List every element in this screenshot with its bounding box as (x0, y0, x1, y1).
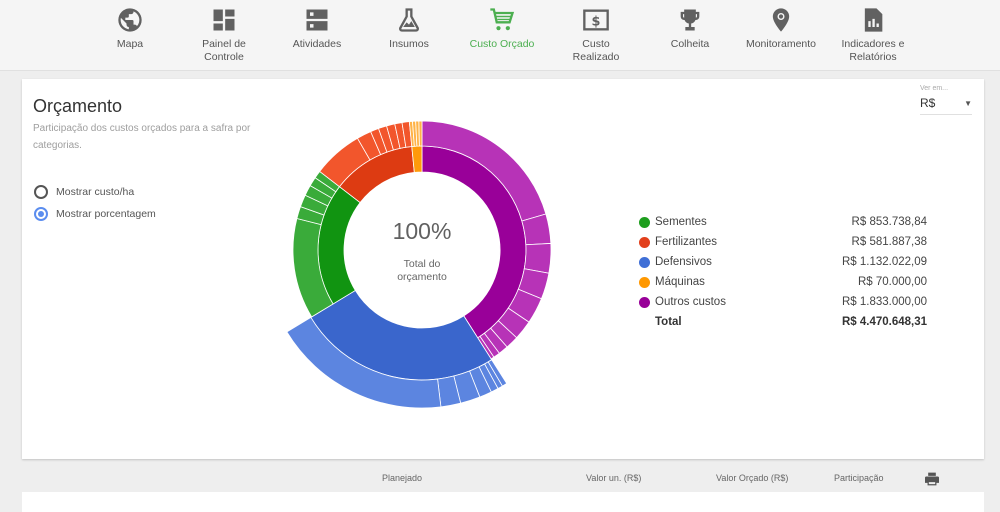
legend-name: Fertilizantes (655, 236, 717, 248)
svg-text:$: $ (592, 14, 601, 29)
nav-label-line2: Controle (204, 51, 244, 63)
server-list-icon (306, 9, 328, 31)
legend-dot-icon (639, 296, 650, 308)
legend-value: R$ 853.738,84 (851, 216, 927, 228)
flask-icon (399, 8, 419, 32)
select-caption: Ver em... (920, 85, 949, 92)
nav-label-line2: Realizado (572, 51, 620, 63)
legend-value: R$ 1.132.022,09 (841, 256, 927, 268)
report-chart-icon (864, 8, 883, 32)
nav-item-insumos[interactable]: Insumos (359, 6, 459, 51)
radio-label: Mostrar custo/ha (56, 186, 135, 198)
nav-label: Insumos (389, 38, 429, 50)
radio-label: Mostrar porcentagem (56, 208, 156, 220)
outer-slice[interactable] (418, 120, 423, 147)
nav-item-painel-de-controle[interactable]: Painel de Controle (174, 6, 274, 64)
legend-dot-icon (639, 276, 650, 288)
nav-label: Atividades (292, 38, 342, 50)
money-icon: $ (583, 9, 609, 31)
select-box[interactable]: R$ ▼ (920, 96, 972, 115)
legend-dot-icon (639, 236, 650, 248)
nav-item-indicadores-relatorios[interactable]: Indicadores e Relatórios (823, 6, 923, 64)
legend-row-sementes[interactable]: Sementes R$ 853.738,84 (639, 212, 927, 232)
nav-label-line1: Painel de (202, 38, 246, 50)
nav-item-colheita[interactable]: Colheita (640, 6, 740, 51)
radio-button[interactable] (34, 185, 48, 199)
nav-label: Custo Orçado (469, 38, 535, 50)
nav-label: Colheita (670, 38, 710, 50)
legend-dot-icon (639, 256, 650, 268)
legend-name: Outros custos (655, 296, 726, 308)
nav-label-line1: Indicadores e (841, 38, 905, 50)
column-header-participacao[interactable]: Participação (834, 473, 884, 483)
nav-item-mapa[interactable]: Mapa (80, 6, 180, 51)
top-navigation: Mapa Painel de Controle Atividades Insumo… (0, 0, 1000, 71)
table-header: Planejado Valor un. (R$) Valor Orçado (R… (0, 466, 1000, 490)
trophy-icon (680, 9, 700, 31)
column-header-valor-un[interactable]: Valor un. (R$) (586, 473, 642, 483)
nav-label-line2: Relatórios (849, 51, 897, 63)
option-mostrar-custo-ha[interactable]: Mostrar custo/ha (34, 185, 134, 199)
caret-down-icon: ▼ (964, 98, 972, 108)
legend-row-maquinas[interactable]: Máquinas R$ 70.000,00 (639, 272, 927, 292)
card-title: Orçamento (33, 96, 123, 116)
legend-row-fertilizantes[interactable]: Fertilizantes R$ 581.887,38 (639, 232, 927, 252)
nav-label: Indicadores e Relatórios (823, 38, 923, 64)
legend-total-value: R$ 4.470.648,31 (841, 316, 927, 328)
view-in-select[interactable]: Ver em... R$ ▼ (920, 85, 972, 115)
legend-row-defensivos[interactable]: Defensivos R$ 1.132.022,09 (639, 252, 927, 272)
globe-icon (118, 8, 142, 32)
nav-item-custo-realizado[interactable]: $ Custo Realizado (546, 6, 646, 64)
nav-label: Mapa (116, 38, 144, 50)
dashboard-icon (213, 9, 235, 31)
column-header-planejado[interactable]: Planejado (382, 473, 423, 483)
radio-button-checked[interactable] (34, 207, 48, 221)
bug-location-icon (772, 8, 790, 32)
chart-center-label: Total do orçamento (372, 258, 472, 284)
budget-card: Orçamento Participação dos custos orçado… (22, 79, 984, 459)
legend-total-label: Total (655, 316, 682, 328)
shopping-cart-icon (490, 8, 515, 31)
legend-row-total: Total R$ 4.470.648,31 (639, 312, 927, 332)
center-label-line2: orçamento (397, 271, 447, 283)
legend-name: Máquinas (655, 276, 705, 288)
legend-name: Defensivos (655, 256, 712, 268)
column-header-valor-orcado[interactable]: Valor Orçado (R$) (716, 473, 789, 483)
legend-name: Sementes (655, 216, 707, 228)
center-label-line1: Total do (403, 258, 441, 270)
printer-icon[interactable] (924, 472, 940, 486)
legend-value: R$ 1.833.000,00 (841, 296, 927, 308)
nav-label-line1: Custo (582, 38, 610, 50)
legend-row-outros-custos[interactable]: Outros custos R$ 1.833.000,00 (639, 292, 927, 312)
option-mostrar-porcentagem[interactable]: Mostrar porcentagem (34, 207, 156, 221)
budget-sunburst-chart (286, 120, 552, 409)
nav-label: Custo Realizado (546, 38, 646, 64)
chart-center-value: 100% (392, 218, 452, 244)
nav-item-custo-orcado[interactable]: Custo Orçado (452, 6, 552, 51)
nav-item-atividades[interactable]: Atividades (267, 6, 367, 51)
chart-legend: Sementes R$ 853.738,84 Fertilizantes R$ … (639, 212, 927, 332)
nav-item-monitoramento[interactable]: Monitoramento (731, 6, 831, 51)
nav-label: Monitoramento (745, 38, 817, 50)
outer-slice[interactable] (286, 316, 442, 409)
legend-value: R$ 581.887,38 (851, 236, 927, 248)
legend-dot-icon (639, 216, 650, 228)
select-value: R$ (920, 96, 936, 110)
outer-slice[interactable] (523, 243, 552, 274)
nav-label: Painel de Controle (174, 38, 274, 64)
card-subtitle: Participação dos custos orçados para a s… (33, 123, 251, 151)
legend-value: R$ 70.000,00 (857, 276, 927, 288)
detail-table-card (22, 492, 984, 512)
